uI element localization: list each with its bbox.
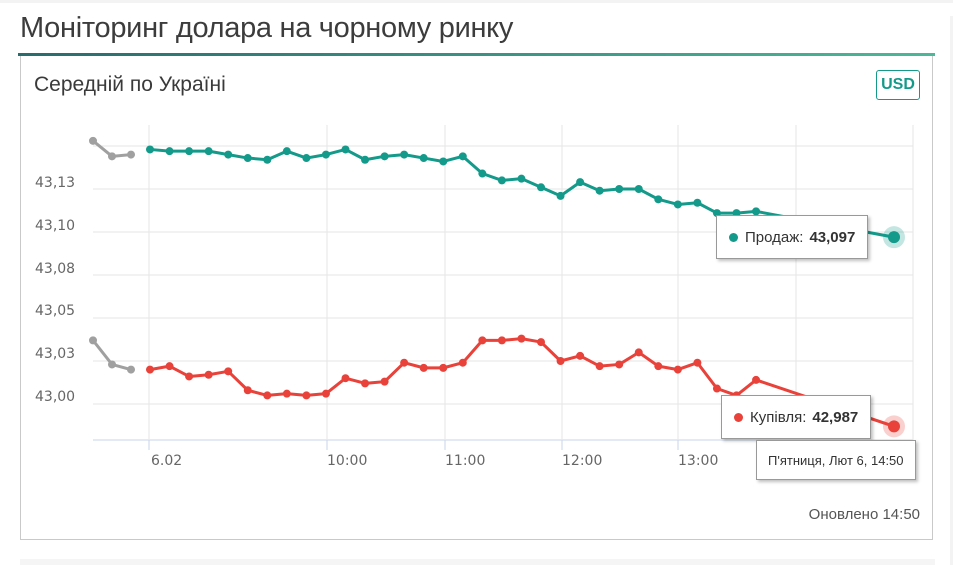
updated-timestamp: Оновлено 14:50 <box>808 506 920 523</box>
buy-tooltip: Купівля: 42,987 <box>721 395 872 439</box>
currency-usd-button[interactable]: USD <box>876 70 920 100</box>
svg-text:43,13: 43,13 <box>35 175 75 191</box>
next-section-strip <box>20 559 935 565</box>
svg-text:12:00: 12:00 <box>562 453 602 469</box>
svg-text:6.02: 6.02 <box>151 453 182 469</box>
svg-text:43,05: 43,05 <box>35 303 75 319</box>
buy-legend-dot-icon <box>734 412 743 422</box>
buy-tooltip-label: Купівля: <box>750 408 807 426</box>
svg-text:43,03: 43,03 <box>35 346 75 362</box>
svg-text:43,00: 43,00 <box>35 389 75 405</box>
sell-legend-dot-icon <box>729 232 738 242</box>
y-axis-ticks: 43,00 43,03 43,05 43,08 43,10 43,13 <box>35 175 75 405</box>
svg-text:11:00: 11:00 <box>445 453 485 469</box>
page-title: Моніторинг долара на чорному ринку <box>20 12 514 44</box>
title-underline <box>18 53 935 56</box>
top-bar <box>0 0 953 3</box>
buy-tooltip-value: 42,987 <box>812 408 859 426</box>
sell-tooltip-value: 43,097 <box>809 228 856 246</box>
sell-tooltip-label: Продаж: <box>745 228 804 246</box>
chart-series <box>89 136 905 438</box>
sell-tooltip: Продаж: 43,097 <box>716 215 869 259</box>
x-axis-ticks: 6.02 10:00 11:00 12:00 13:00 <box>148 440 718 469</box>
svg-text:10:00: 10:00 <box>327 453 367 469</box>
svg-text:43,08: 43,08 <box>35 261 75 277</box>
card-title: Середній по Україні <box>34 73 226 96</box>
right-scroll-strip <box>950 16 953 565</box>
chart-grid <box>93 125 914 441</box>
svg-text:43,10: 43,10 <box>35 218 75 234</box>
time-tooltip: П'ятниця, Лют 6, 14:50 <box>756 440 916 480</box>
svg-text:13:00: 13:00 <box>678 453 718 469</box>
